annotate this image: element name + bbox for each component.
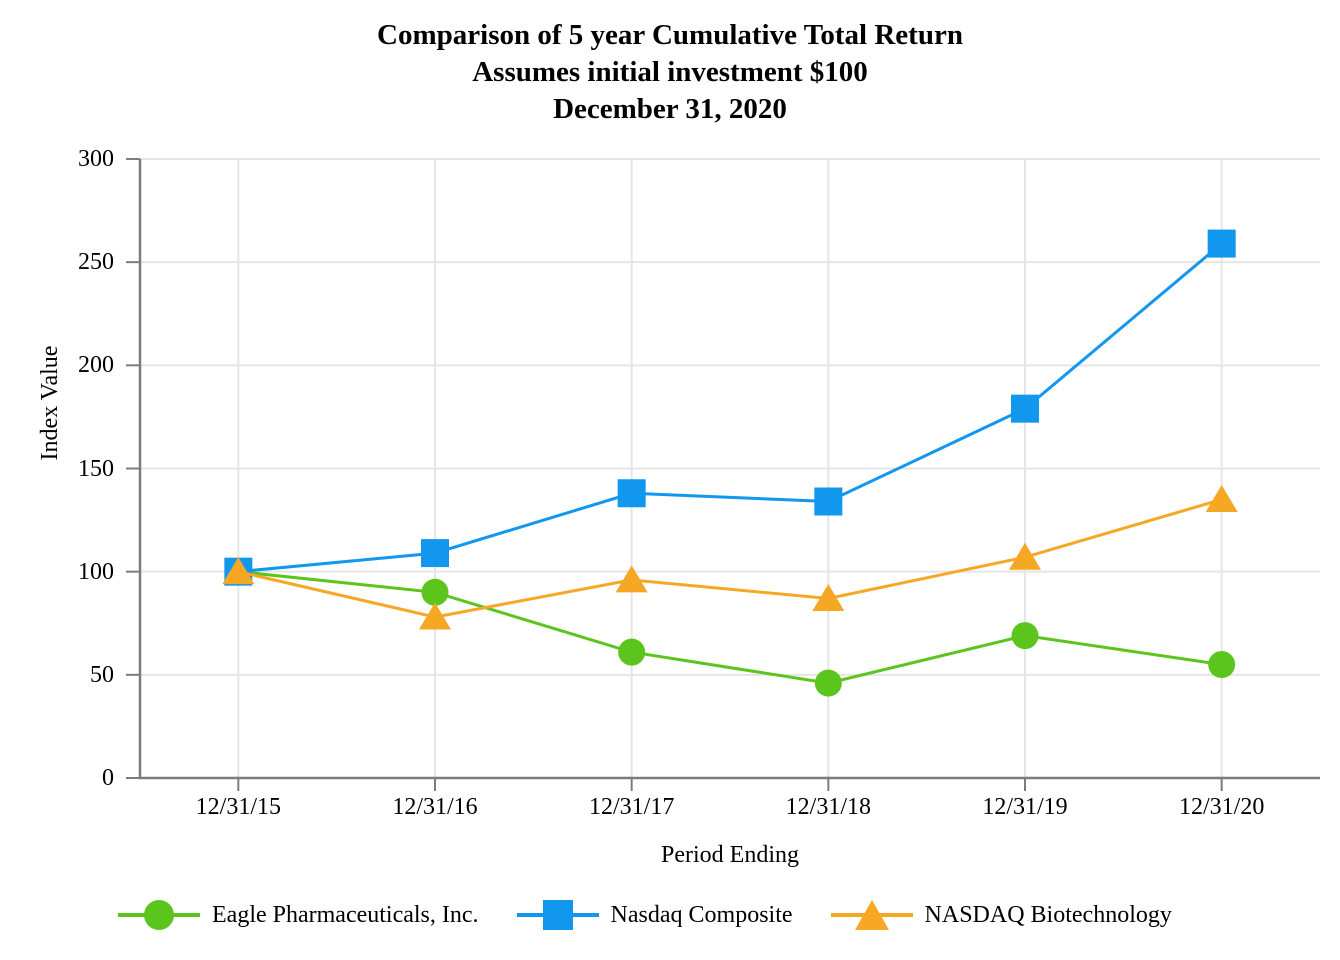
x-tick-label-1: 12/31/16 bbox=[392, 794, 478, 820]
x-tick-label-5: 12/31/20 bbox=[1178, 794, 1265, 820]
circle-marker-icon bbox=[144, 900, 174, 930]
data-point-1-5 bbox=[1207, 229, 1236, 258]
x-axis-title: Period Ending bbox=[661, 842, 799, 868]
legend-item-0: Eagle Pharmaceuticals, Inc. bbox=[118, 897, 479, 933]
legend-marker-box bbox=[830, 897, 913, 933]
y-tick-label-250: 250 bbox=[78, 249, 114, 276]
data-point-1-3 bbox=[814, 487, 843, 516]
triangle-marker-icon bbox=[854, 900, 889, 930]
data-point-0-2 bbox=[618, 638, 646, 666]
legend: Eagle Pharmaceuticals, Inc. Nasdaq Compos… bbox=[118, 892, 1172, 938]
data-point-0-5 bbox=[1208, 651, 1236, 679]
x-tick-label-0: 12/31/15 bbox=[195, 794, 281, 820]
legend-label-0: Eagle Pharmaceuticals, Inc. bbox=[212, 901, 479, 928]
x-tick-label-4: 12/31/19 bbox=[982, 794, 1068, 820]
data-point-0-3 bbox=[814, 669, 842, 697]
data-point-2-0 bbox=[222, 557, 255, 585]
y-tick-label-300: 300 bbox=[78, 146, 114, 172]
y-tick-label-50: 50 bbox=[90, 661, 114, 688]
data-point-1-2 bbox=[617, 479, 646, 508]
legend-marker-box bbox=[118, 897, 200, 933]
y-tick-label-150: 150 bbox=[78, 455, 114, 482]
y-axis-title: Index Value bbox=[37, 345, 63, 461]
legend-item-1: Nasdaq Composite bbox=[516, 897, 793, 933]
data-point-2-2 bbox=[615, 565, 648, 593]
y-tick-label-100: 100 bbox=[78, 558, 114, 585]
series-line-1 bbox=[238, 242, 1223, 574]
x-tick-label-3: 12/31/18 bbox=[785, 794, 871, 820]
chart-title-line-2: Assumes initial investment $100 bbox=[472, 56, 868, 88]
data-point-2-5 bbox=[1205, 484, 1238, 512]
y-tick-label-0: 0 bbox=[102, 765, 114, 791]
data-point-2-3 bbox=[812, 583, 845, 611]
series-line-0 bbox=[238, 570, 1222, 685]
data-point-0-1 bbox=[421, 578, 449, 606]
legend-item-2: NASDAQ Biotechnology bbox=[830, 897, 1172, 933]
legend-label-1: Nasdaq Composite bbox=[610, 901, 793, 928]
chart-title-line-3: December 31, 2020 bbox=[553, 93, 787, 125]
series-line-2 bbox=[237, 498, 1223, 619]
data-point-0-4 bbox=[1011, 622, 1039, 650]
legend-label-2: NASDAQ Biotechnology bbox=[924, 901, 1172, 928]
square-marker-icon bbox=[542, 900, 573, 930]
data-point-2-1 bbox=[419, 602, 451, 630]
y-tick-label-200: 200 bbox=[78, 352, 114, 379]
legend-marker-box bbox=[516, 897, 599, 933]
chart-title-line-1: Comparison of 5 year Cumulative Total Re… bbox=[377, 19, 963, 51]
data-point-2-4 bbox=[1009, 542, 1041, 570]
x-tick-label-2: 12/31/17 bbox=[588, 794, 675, 820]
chart-title: Comparison of 5 year Cumulative Total Re… bbox=[0, 17, 1340, 128]
data-point-1-1 bbox=[421, 539, 449, 568]
data-point-1-4 bbox=[1011, 394, 1039, 423]
